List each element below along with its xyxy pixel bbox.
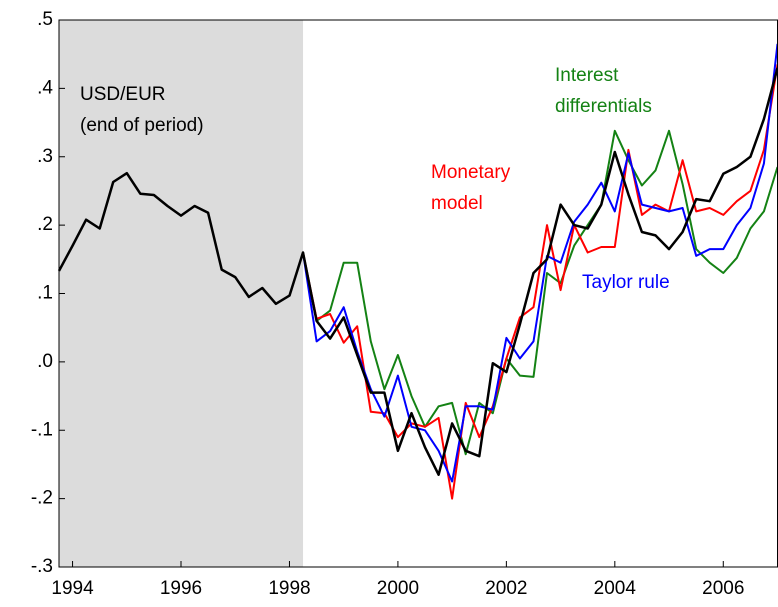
annotation: (end of period) bbox=[80, 115, 204, 136]
annotation: Interest bbox=[555, 65, 619, 86]
annotation: differentials bbox=[555, 96, 652, 117]
y-tick-label: .1 bbox=[37, 283, 53, 304]
annotation: model bbox=[431, 193, 483, 214]
annotation: USD/EUR bbox=[80, 84, 166, 105]
series-line bbox=[302, 64, 778, 500]
x-tick-label: 2004 bbox=[594, 578, 637, 599]
series-line bbox=[302, 129, 778, 456]
y-tick-label: .5 bbox=[37, 9, 53, 30]
shaded-period bbox=[59, 20, 304, 567]
y-tick-label: .2 bbox=[37, 214, 53, 235]
y-tick-label: .4 bbox=[37, 77, 53, 98]
annotation: Taylor rule bbox=[582, 272, 670, 293]
series-line bbox=[302, 43, 778, 483]
x-tick-label: 1996 bbox=[160, 578, 202, 599]
y-tick-label: -.1 bbox=[31, 419, 53, 440]
x-tick-label: 2006 bbox=[702, 578, 744, 599]
x-tick-label: 2002 bbox=[485, 578, 527, 599]
y-tick-label: .3 bbox=[37, 146, 53, 167]
x-tick-label: 1998 bbox=[268, 578, 310, 599]
annotation: Monetary bbox=[431, 162, 511, 183]
y-tick-label: -.2 bbox=[31, 488, 53, 509]
x-tick-label: 1994 bbox=[51, 578, 94, 599]
y-tick-label: -.3 bbox=[31, 556, 53, 577]
y-tick-label: .0 bbox=[37, 351, 53, 372]
series-line bbox=[57, 67, 778, 476]
x-tick-label: 2000 bbox=[377, 578, 419, 599]
